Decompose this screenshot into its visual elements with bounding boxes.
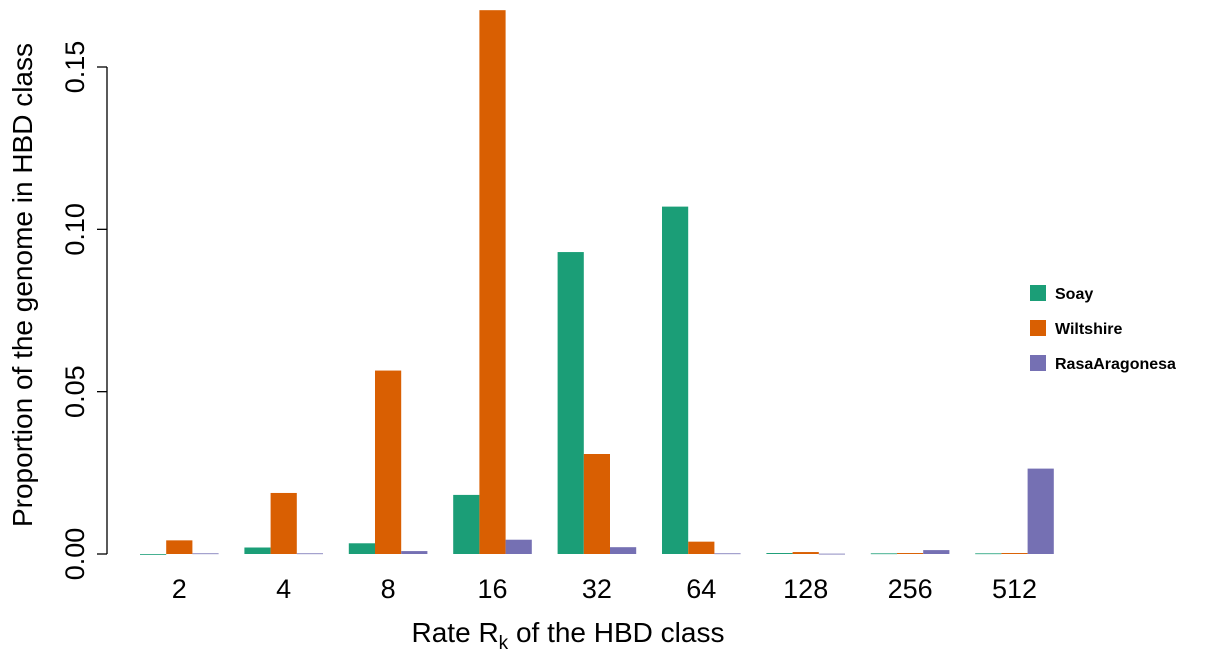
bar-wiltshire-16 bbox=[479, 10, 506, 555]
bar-rasaaragonesa-32 bbox=[610, 547, 637, 554]
y-axis-ticks: 0.00 0.05 0.10 0.15 bbox=[60, 41, 107, 581]
bar-rasaaragonesa-16 bbox=[505, 539, 532, 554]
legend: Soay Wiltshire RasaAragonesa bbox=[1030, 285, 1176, 373]
bar-rasaaragonesa-4 bbox=[296, 553, 323, 555]
x-axis-title-suffix: of the HBD class bbox=[508, 617, 724, 648]
y-tick-label: 0.15 bbox=[60, 41, 90, 94]
legend-swatch-wiltshire bbox=[1030, 320, 1046, 336]
bar-soay-32 bbox=[557, 252, 584, 554]
x-axis-title-subscript: k bbox=[499, 633, 509, 652]
bar-soay-16 bbox=[453, 494, 480, 554]
x-tick-label-2: 2 bbox=[172, 574, 187, 604]
legend-label-wiltshire: Wiltshire bbox=[1055, 321, 1123, 338]
bar-rasaaragonesa-2 bbox=[192, 553, 219, 555]
x-tick-label-32: 32 bbox=[582, 574, 612, 604]
x-tick-label-4: 4 bbox=[276, 574, 291, 604]
bar-soay-256 bbox=[870, 553, 897, 555]
bar-soay-8 bbox=[348, 543, 375, 554]
y-tick-label: 0.00 bbox=[60, 528, 90, 581]
x-axis-title: Rate Rk of the HBD class bbox=[412, 617, 725, 652]
x-tick-label-128: 128 bbox=[783, 574, 828, 604]
legend-swatch-soay bbox=[1030, 285, 1046, 301]
bar-soay-64 bbox=[662, 206, 689, 555]
x-axis-tick-labels: 2 4 8 16 32 64 128 256 512 bbox=[172, 574, 1037, 604]
legend-label-soay: Soay bbox=[1055, 286, 1093, 303]
bar-soay-4 bbox=[244, 547, 271, 554]
bar-soay-128 bbox=[766, 553, 793, 554]
y-tick-label: 0.05 bbox=[60, 365, 90, 418]
bar-wiltshire-32 bbox=[583, 454, 610, 554]
x-tick-label-8: 8 bbox=[381, 574, 396, 604]
bar-soay-2 bbox=[140, 554, 167, 555]
bar-wiltshire-2 bbox=[166, 540, 193, 554]
bar-rasaaragonesa-512 bbox=[1027, 468, 1054, 554]
x-tick-label-256: 256 bbox=[888, 574, 933, 604]
x-tick-label-512: 512 bbox=[992, 574, 1037, 604]
bars-group bbox=[140, 10, 1054, 555]
bar-wiltshire-512 bbox=[1001, 553, 1028, 554]
bar-soay-512 bbox=[975, 553, 1002, 555]
bar-rasaaragonesa-128 bbox=[818, 553, 845, 555]
legend-label-rasaaragonesa: RasaAragonesa bbox=[1055, 356, 1176, 373]
bar-wiltshire-128 bbox=[792, 552, 819, 554]
bar-wiltshire-4 bbox=[270, 492, 297, 554]
x-tick-label-64: 64 bbox=[686, 574, 716, 604]
y-axis-title: Proportion of the genome in HBD class bbox=[7, 43, 38, 527]
legend-swatch-rasaaragonesa bbox=[1030, 355, 1046, 371]
x-tick-label-16: 16 bbox=[477, 574, 507, 604]
y-tick-label: 0.10 bbox=[60, 203, 90, 256]
x-axis-title-prefix: Rate R bbox=[412, 617, 499, 648]
bar-rasaaragonesa-8 bbox=[401, 551, 428, 554]
bar-wiltshire-64 bbox=[688, 541, 715, 554]
bar-rasaaragonesa-256 bbox=[923, 550, 950, 554]
bar-rasaaragonesa-64 bbox=[714, 553, 741, 555]
bar-wiltshire-256 bbox=[897, 553, 924, 554]
bar-wiltshire-8 bbox=[375, 370, 402, 554]
